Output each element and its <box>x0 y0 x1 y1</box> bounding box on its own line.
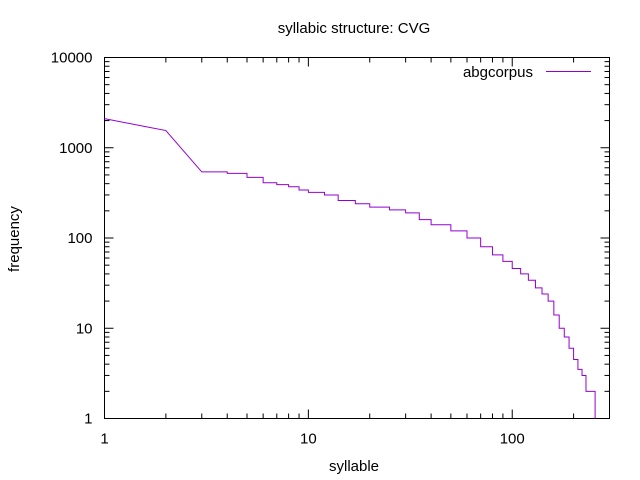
x-axis-label: syllable <box>329 458 379 475</box>
tick-marks <box>104 57 610 419</box>
plot-frame <box>104 57 610 419</box>
chart-title: syllabic structure: CVG <box>278 20 431 37</box>
y-tick-label: 10000 <box>51 50 93 67</box>
tick-labels: 1 10 100 1000 10000 1 10 100 <box>51 50 525 448</box>
x-tick-label: 10 <box>300 431 317 448</box>
series-line-abgcorpus <box>104 118 596 419</box>
y-tick-label: 100 <box>67 230 92 247</box>
x-tick-label: 100 <box>500 431 525 448</box>
y-axis-label: frequency <box>6 206 23 272</box>
y-tick-label: 1 <box>84 411 92 428</box>
x-tick-label: 1 <box>100 431 108 448</box>
series-layer <box>104 118 596 419</box>
legend: abgcorpus <box>463 64 591 81</box>
y-tick-label: 10 <box>76 320 93 337</box>
legend-label-abgcorpus: abgcorpus <box>463 64 533 81</box>
y-tick-label: 1000 <box>59 140 92 157</box>
